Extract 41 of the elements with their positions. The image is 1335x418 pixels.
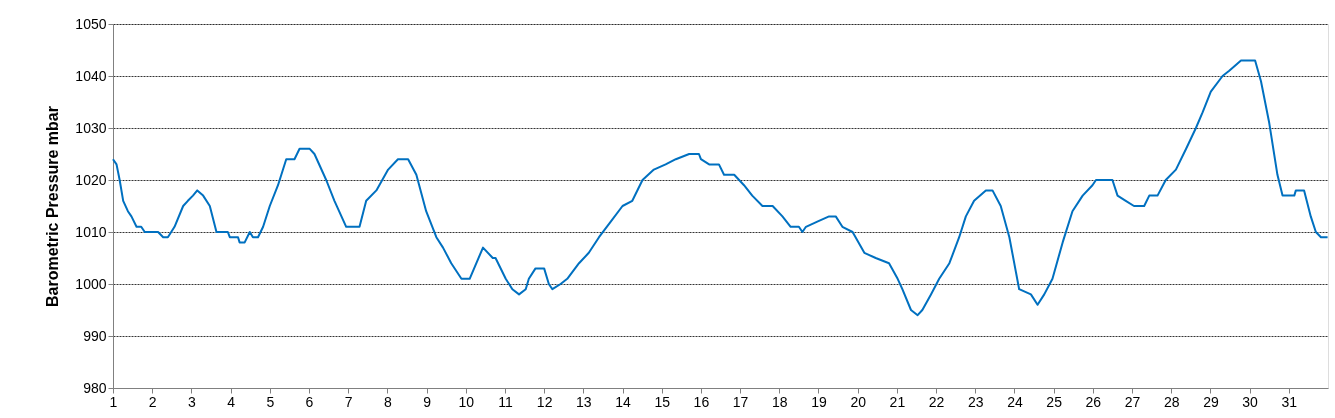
- line-series: [112, 59, 1329, 317]
- x-tick-label: 11: [498, 393, 513, 410]
- x-tick-label: 17: [732, 393, 749, 410]
- x-tick-label: 24: [1007, 393, 1023, 410]
- x-tick-label: 30: [1242, 393, 1259, 410]
- y-tick-label: 990: [83, 327, 107, 344]
- y-tick-label: 980: [83, 379, 107, 396]
- x-tick-label: 10: [458, 393, 475, 410]
- y-tick-label: 1000: [75, 275, 107, 292]
- x-tick-label: 15: [654, 393, 671, 410]
- x-tick-label: 31: [1281, 393, 1298, 410]
- x-tick-label: 27: [1124, 393, 1141, 410]
- x-tick-label: 25: [1046, 393, 1063, 410]
- x-tick-label: 6: [305, 393, 314, 410]
- x-tick-label: 5: [266, 393, 275, 410]
- x-tick-label: 28: [1163, 393, 1180, 410]
- x-tick-label: 23: [967, 393, 984, 410]
- x-tick-label: 29: [1203, 393, 1219, 410]
- x-tick-label: 26: [1085, 393, 1102, 410]
- x-tick-label: 13: [576, 393, 592, 410]
- y-tick-label: 1010: [75, 223, 107, 240]
- y-tick-label: 1040: [75, 67, 107, 84]
- x-tick-label: 1: [109, 393, 118, 410]
- x-tick-label: 7: [344, 393, 353, 410]
- x-tick-label: 22: [928, 393, 945, 410]
- y-tick-label: 1020: [75, 171, 107, 188]
- x-tick-label: 16: [693, 393, 710, 410]
- x-tick-label: 3: [187, 393, 196, 410]
- x-tick-label: 18: [772, 393, 788, 410]
- x-tick-label: 2: [148, 393, 157, 410]
- x-tick-label: 14: [615, 393, 632, 410]
- y-tick-label: 1050: [75, 15, 107, 32]
- x-tick-label: 21: [889, 393, 906, 410]
- x-tick-label: 4: [227, 393, 236, 410]
- x-tick-label: 19: [811, 393, 827, 410]
- y-tick-label: 1030: [75, 119, 107, 136]
- x-tick-label: 9: [423, 393, 432, 410]
- x-tick-label: 20: [850, 393, 867, 410]
- x-tick-label: 12: [536, 393, 553, 410]
- y-axis-title: Barometric Pressure mbar: [44, 106, 62, 307]
- x-tick-label: 8: [383, 393, 392, 410]
